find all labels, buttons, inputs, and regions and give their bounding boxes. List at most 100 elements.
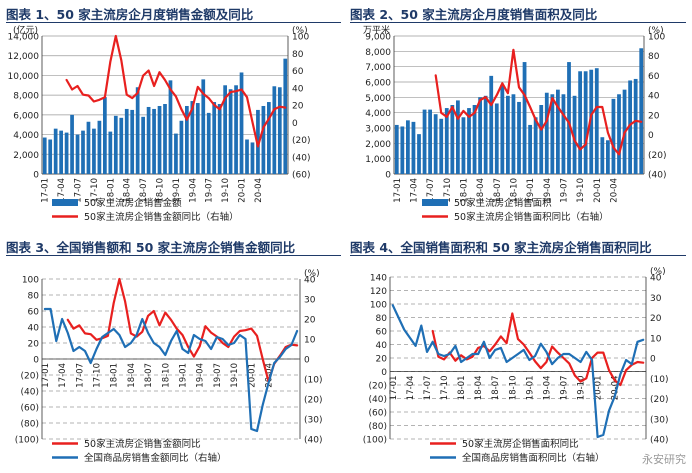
left-tick-label: (20) — [21, 372, 39, 382]
left-tick-label: 0 — [33, 171, 39, 181]
watermark-text: 永安研究 — [642, 453, 686, 466]
right-tick-label: 30 — [650, 294, 662, 304]
x-tick-label: 19-04 — [542, 376, 552, 401]
title-rule — [350, 22, 686, 23]
bar — [633, 78, 638, 174]
left-tick-label: 0 — [33, 356, 39, 366]
left-tick-label: 4,000 — [13, 131, 39, 141]
x-tick-label: 20-01 — [238, 178, 248, 203]
x-tick-label: 18-04 — [127, 363, 137, 388]
chart-title: 图表 3、全国销售额和 50 家主流房企销售金额同比 — [6, 240, 296, 255]
bar — [406, 120, 410, 174]
chart-title: 图表 1、50 家主流房企月度销售金额及同比 — [6, 7, 254, 22]
x-tick-label: 17-04 — [409, 178, 419, 203]
left-tick-label: 100 — [370, 301, 387, 311]
x-tick-label: 18-07 — [139, 178, 149, 203]
series-line-2 — [391, 304, 645, 439]
left-tick-label: 80 — [376, 314, 388, 324]
bar — [48, 139, 53, 174]
right-tick-label: 20 — [650, 314, 662, 324]
bar — [433, 114, 438, 174]
bar — [489, 75, 494, 174]
bar — [467, 108, 471, 174]
bar — [152, 108, 156, 174]
bar — [439, 118, 444, 174]
left-tick-label: (60) — [21, 404, 39, 414]
chart-svg: 140120100806040200(20)(40)(60)(80)(100)4… — [363, 267, 669, 464]
right-tick-label: (40) — [292, 153, 310, 163]
bar — [517, 101, 521, 174]
chart-title: 图表 2、50 家主流房企月度销售面积及同比 — [350, 7, 598, 22]
right-tick-label: 100 — [648, 33, 665, 43]
x-tick-label: 17-10 — [92, 363, 102, 388]
bar — [494, 103, 499, 174]
bar — [146, 106, 151, 174]
right-tick-label: (20) — [304, 396, 322, 406]
left-tick-label: (80) — [369, 422, 387, 432]
right-tick-label: 10 — [304, 336, 316, 346]
x-tick-label: 18-07 — [493, 178, 503, 203]
x-tick-label: 19-04 — [543, 178, 553, 203]
bar — [450, 105, 455, 174]
left-tick-label: (100) — [363, 436, 387, 446]
bar — [250, 142, 255, 174]
chart-svg: 0 1,000 2,000 3,000 4,000 5,000 6,000 7,000 8,00… — [363, 24, 667, 223]
bar — [228, 89, 233, 174]
right-tick-label: 0 — [304, 356, 310, 366]
x-tick-label: 18-10 — [161, 363, 171, 388]
x-tick-label: 18-10 — [508, 376, 518, 401]
bar — [239, 72, 244, 174]
left-tick-label: 100 — [22, 276, 39, 286]
bar — [245, 139, 249, 174]
bar — [589, 69, 594, 174]
left-tick-label: 1,000 — [365, 155, 391, 165]
left-tick-label: 40 — [376, 341, 388, 351]
right-tick-label: 20 — [648, 111, 660, 121]
bar — [417, 134, 421, 174]
right-tick-label: (40) — [304, 436, 322, 446]
chart-panel-2: 图表 2、50 家主流房企月度销售面积及同比 0 1,000 2,000 3,000 4… — [350, 4, 686, 246]
left-tick-label: (40) — [21, 388, 39, 398]
left-tick-label: (20) — [369, 382, 387, 392]
x-tick-label: 19-10 — [576, 178, 586, 203]
x-tick-label: 18-01 — [106, 178, 116, 203]
bar — [141, 116, 145, 174]
left-tick-label: 20 — [376, 355, 388, 365]
bar — [594, 68, 599, 174]
right-axis-unit: (%) — [650, 267, 666, 277]
series-line-1 — [66, 277, 299, 383]
right-tick-label: 30 — [304, 296, 316, 306]
right-tick-label: (10) — [650, 375, 668, 385]
bar — [611, 98, 616, 174]
right-axis-unit: (%) — [292, 26, 308, 36]
bar — [483, 95, 488, 174]
bar — [267, 102, 271, 174]
x-tick-label: 18-01 — [459, 178, 469, 203]
bar — [206, 112, 211, 174]
bar — [456, 100, 460, 174]
left-tick-label: (60) — [369, 409, 387, 419]
bar — [578, 71, 582, 174]
right-tick-label: 40 — [650, 274, 662, 284]
legend-label: 50家主流房企销售金额同比 — [84, 438, 201, 450]
left-tick-label: 80 — [28, 292, 40, 302]
gridlines — [390, 276, 646, 440]
right-tick-label: (30) — [650, 415, 668, 425]
legend-swatch-bar — [422, 199, 448, 206]
bar — [539, 105, 544, 174]
bar — [472, 105, 477, 174]
bar — [478, 97, 482, 174]
bar — [277, 87, 282, 174]
bar — [617, 94, 621, 174]
left-tick-label: 120 — [370, 287, 387, 297]
bar — [157, 105, 162, 174]
x-tick-label: 19-07 — [560, 376, 570, 401]
bar — [97, 120, 102, 174]
x-tick-label: 18-07 — [144, 363, 154, 388]
left-tick-label: 10,000 — [8, 72, 40, 82]
chart-panel-4: 图表 4、全国销售面积和 50 家主流房企销售面积同比 140 120 100 80 6… — [350, 237, 686, 473]
bar — [283, 58, 288, 174]
bar — [606, 140, 610, 174]
bar — [394, 124, 399, 174]
x-tick-label: 19-10 — [577, 376, 587, 401]
